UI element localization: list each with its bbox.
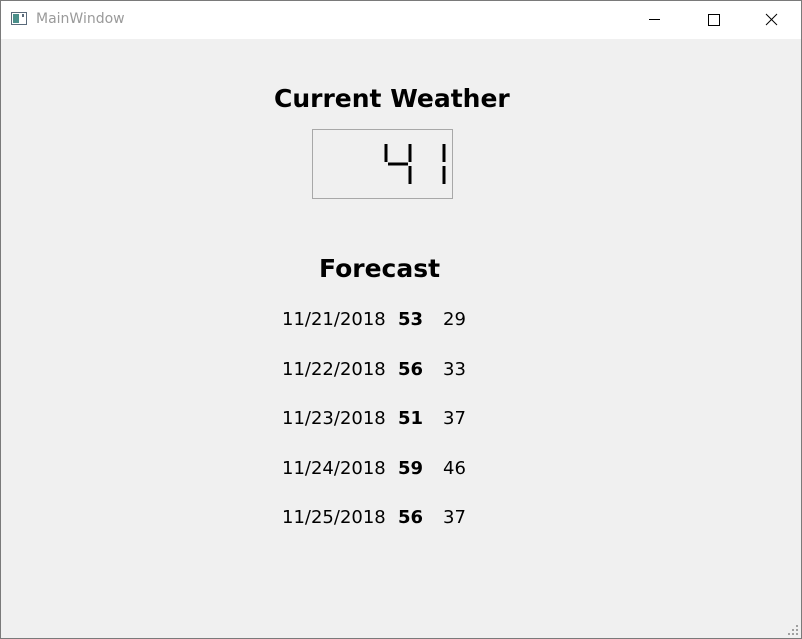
maximize-button[interactable] [684, 1, 742, 39]
forecast-date: 11/22/2018 [282, 358, 386, 380]
lcd-digit [384, 144, 412, 184]
current-weather-title: Current Weather [274, 84, 510, 113]
forecast-high: 59 [398, 457, 424, 479]
temperature-lcd-display [312, 129, 453, 199]
forecast-title: Forecast [319, 254, 441, 283]
close-button[interactable] [743, 1, 801, 39]
forecast-low: 33 [443, 358, 466, 380]
minimize-button[interactable] [626, 1, 684, 39]
forecast-date: 11/21/2018 [282, 309, 386, 330]
forecast-high: 53 [398, 309, 424, 330]
central-widget: Current Weather Forecast 11/21/2018 53 29 1… [1, 39, 801, 638]
forecast-date: 11/23/2018 [282, 408, 386, 429]
app-window-icon [11, 12, 27, 25]
forecast-high: 56 [398, 358, 424, 380]
forecast-date: 11/24/2018 [282, 457, 386, 479]
forecast-high: 56 [398, 507, 424, 528]
title-bar[interactable]: MainWindow [1, 1, 801, 39]
lcd-digits [384, 144, 446, 184]
forecast-date: 11/25/2018 [282, 507, 386, 528]
close-icon [765, 13, 778, 26]
resize-grip-icon[interactable] [787, 624, 799, 636]
forecast-low: 29 [443, 309, 466, 330]
window-title: MainWindow [36, 11, 125, 27]
maximize-icon [708, 14, 720, 26]
forecast-low: 37 [443, 408, 466, 429]
forecast-low: 46 [443, 457, 466, 479]
forecast-high: 51 [398, 408, 424, 429]
forecast-low: 37 [443, 507, 466, 528]
minimize-icon [649, 19, 660, 20]
